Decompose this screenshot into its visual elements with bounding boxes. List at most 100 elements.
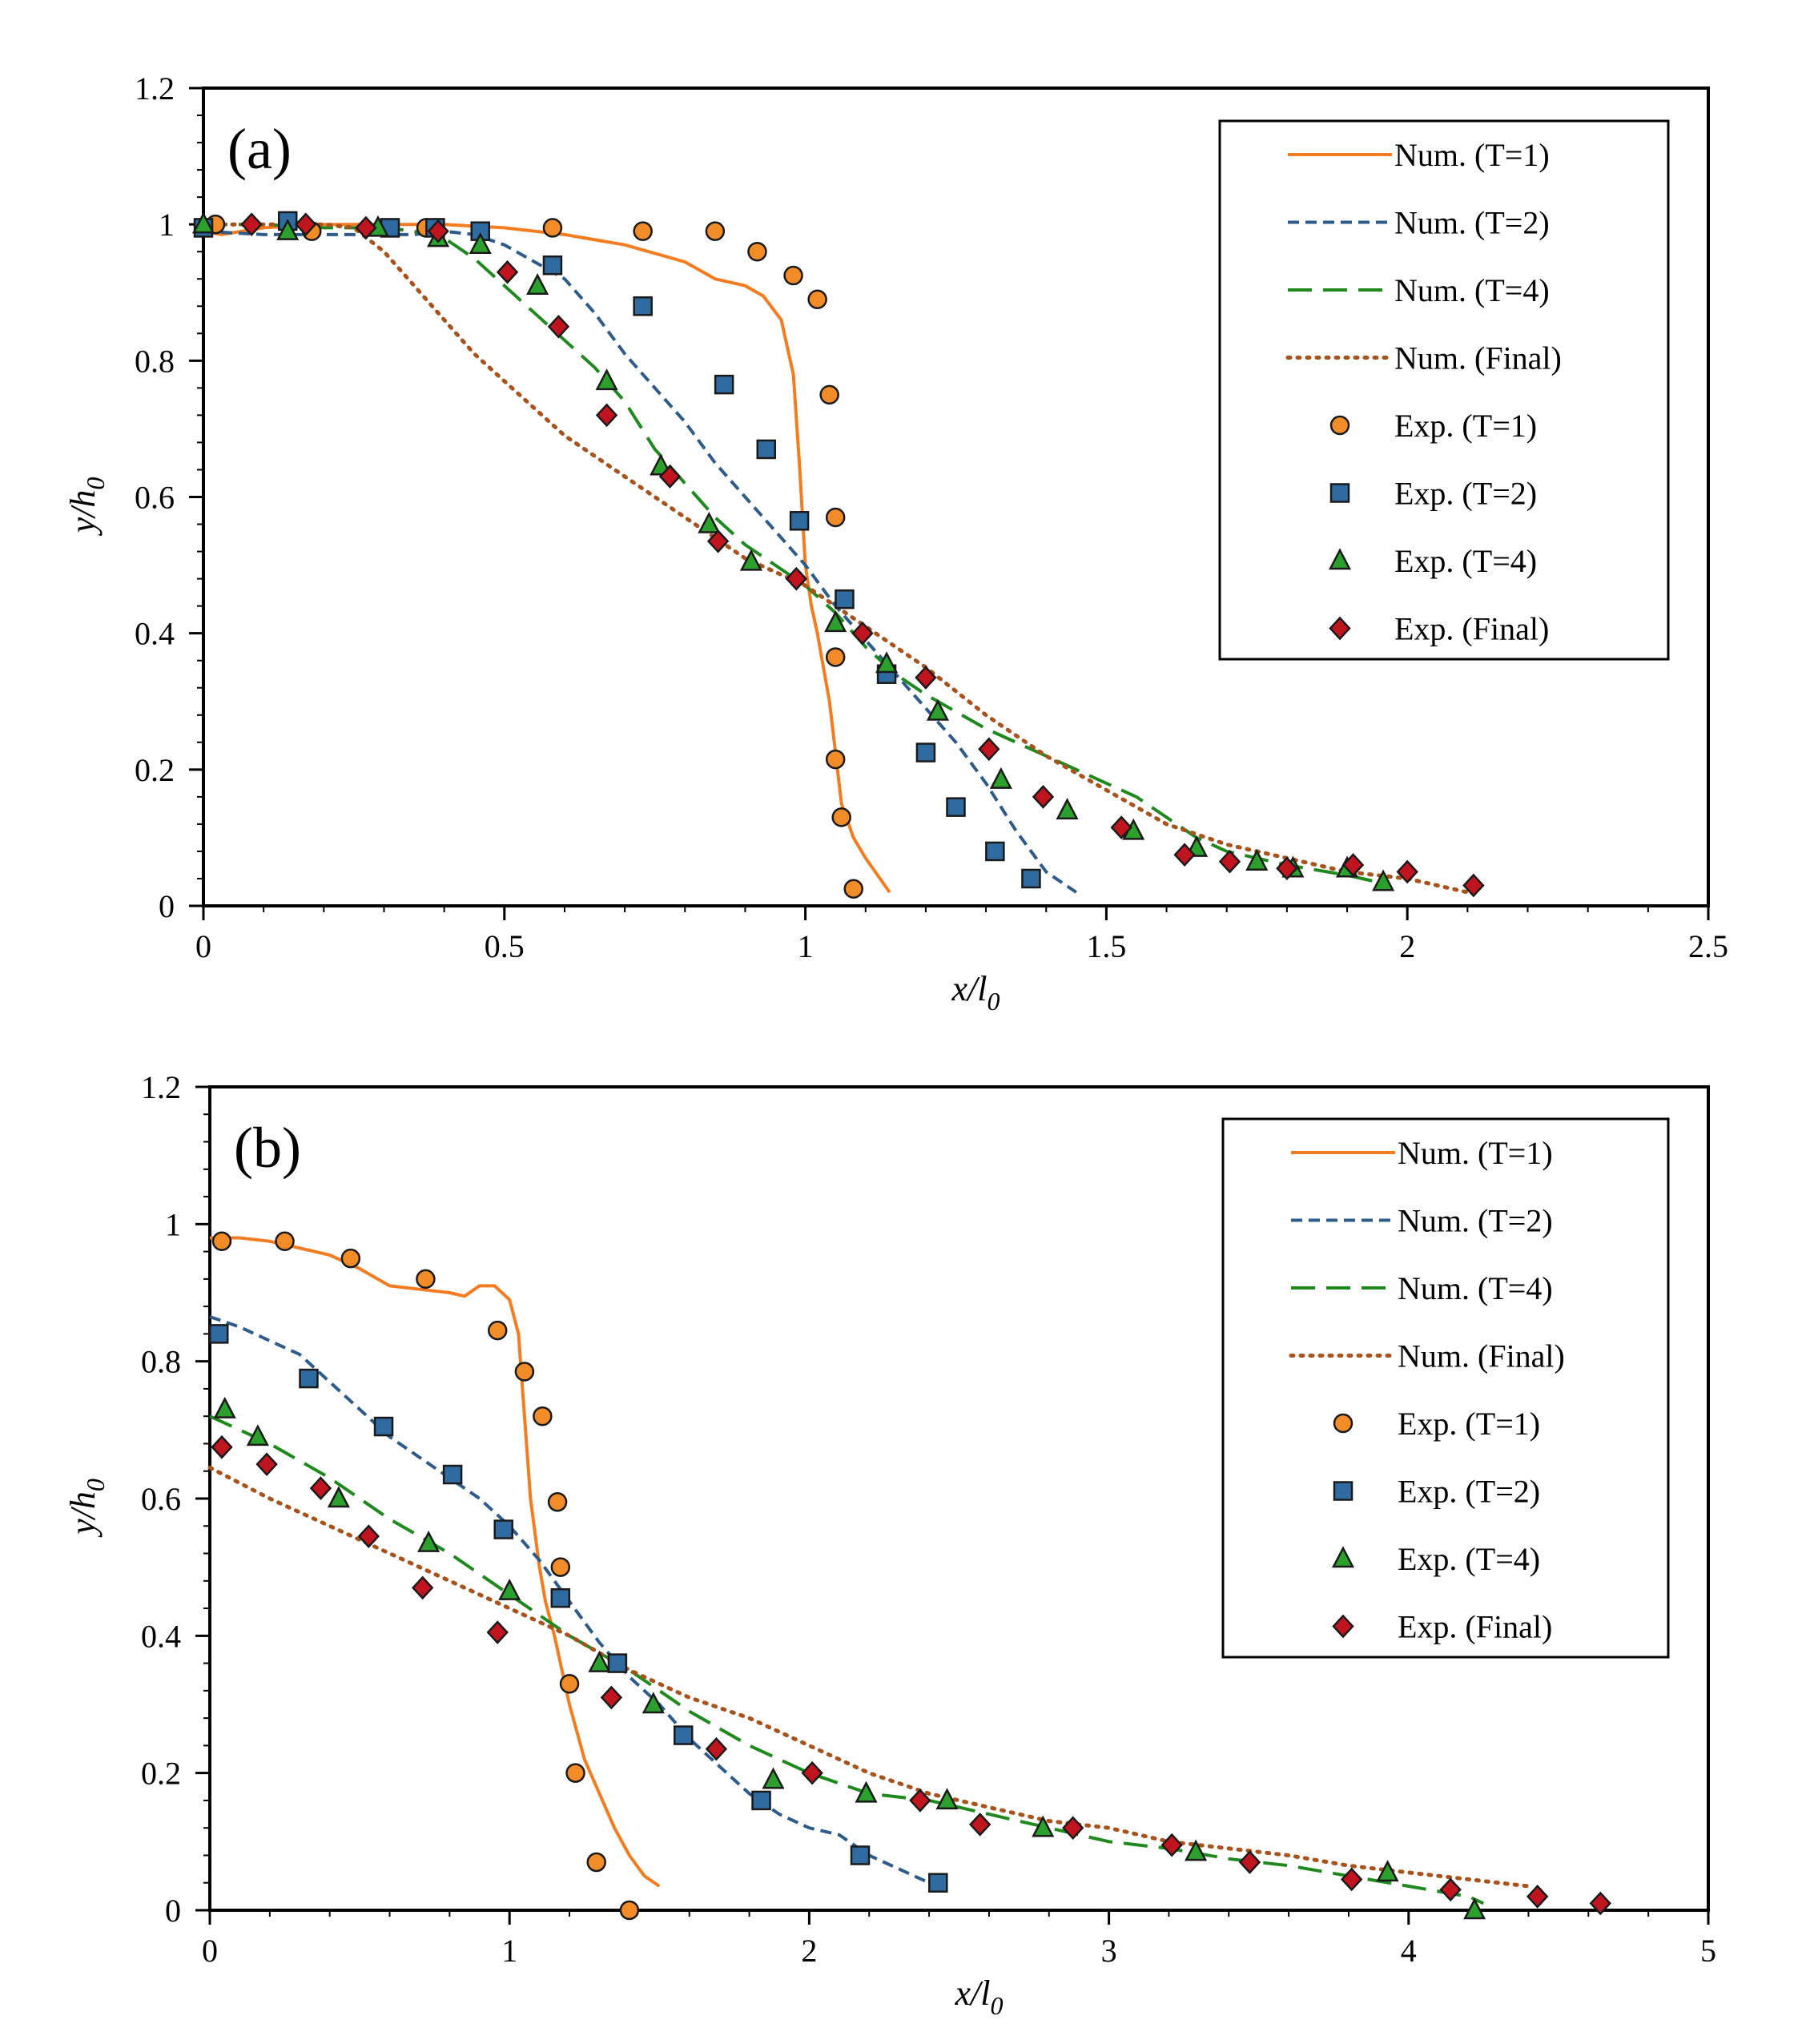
data-point-exp_t1 [819,384,839,405]
data-point-exp_final [309,1476,332,1500]
data-point-exp_t4 [1056,798,1079,820]
series-line-t1 [210,1236,661,1888]
y-tick-label: 0.8 [135,343,175,379]
data-point-exp_t2 [756,439,776,460]
data-point-exp_final [909,1788,931,1813]
data-point-exp_t1 [843,879,863,899]
data-point-exp_t4 [824,610,847,633]
data-point-exp_t4 [1245,848,1269,871]
data-point-exp_t4 [926,698,950,721]
data-point-exp_final [357,1524,380,1548]
data-point-exp_t2 [208,1324,229,1344]
data-point-exp_final [1341,1867,1363,1892]
data-point-exp_final [785,566,808,591]
legend-label: Num. (Final) [1398,1338,1565,1374]
y-tick-label: 0.4 [135,616,175,652]
data-point-exp_t4 [1376,1860,1399,1882]
data-point-exp_t4 [1372,869,1395,891]
x-axis-title-subscript: 0 [990,1991,1003,2020]
x-axis-title-main: x/l [955,1974,991,2013]
legend-box [1218,119,1670,661]
legend-marker-exp_t4 [1328,548,1352,570]
y-tick-label: 0.6 [135,480,175,516]
data-point-exp_final [427,219,449,243]
y-tick-label: 1 [165,1206,181,1242]
data-point-exp_t1 [619,1900,640,1921]
data-point-exp_t4 [642,1692,665,1714]
data-point-exp_final [801,1760,823,1785]
data-point-exp_final [1238,1850,1261,1874]
chart-panel-a: 00.20.40.60.811.20 0.5 1 1.5 2 2.5x/l0y/h0(a)… [63,70,1728,1016]
data-point-exp_t1 [547,1492,568,1512]
data-point-exp_t2 [607,1653,628,1673]
data-point-exp_t2 [946,797,966,817]
data-point-exp_t2 [442,1464,463,1485]
data-point-exp_t1 [586,1852,606,1873]
legend-label: Exp. (T=4) [1394,543,1537,579]
data-point-exp_final [978,737,1000,762]
x-axis-title: x/l0 [955,1974,1004,2020]
data-point-exp_final [915,666,937,690]
data-point-exp_t2 [542,255,563,276]
legend-label: Num. (Final) [1394,340,1562,376]
data-point-exp_t2 [915,742,936,762]
data-point-exp_t2 [550,1587,571,1608]
x-tick-label: 4 [1401,1933,1417,1969]
y-tick-label: 1.2 [141,1069,181,1105]
data-point-exp_t2 [835,589,855,610]
data-point-exp_t1 [831,807,851,827]
legend-label: Exp. (Final) [1398,1609,1552,1645]
data-point-exp_final [547,314,570,339]
legend-marker-exp_final [1329,616,1351,641]
data-point-exp_t4 [935,1788,959,1810]
data-point-exp_final [355,215,377,240]
data-point-exp_t1 [533,1406,553,1426]
data-point-exp_t2 [751,1790,771,1811]
data-point-exp_final [1462,873,1485,898]
data-point-exp_t1 [807,289,827,310]
data-point-exp_t4 [595,368,618,391]
y-tick-label: 0 [165,1893,181,1929]
data-point-exp_final [658,465,682,489]
series-line-final [201,222,1470,895]
x-tick-label: 2 [1399,928,1415,964]
data-point-exp_final [1218,849,1241,874]
x-axis-title: x/l0 [951,969,1000,1016]
y-axis-title: y/h0 [63,1479,110,1538]
y-axis-title: y/h0 [63,477,110,537]
y-tick-label: 1 [159,207,175,243]
legend-marker-exp_t4 [1331,1546,1355,1568]
series-line-t2 [209,1315,944,1885]
data-point-exp_final [1276,856,1298,881]
data-point-exp_t2 [789,511,810,531]
legend-label: Exp. (T=2) [1394,476,1537,512]
data-point-exp_t4 [989,766,1012,789]
y-tick-label: 0.8 [141,1344,181,1380]
legend-label: Num. (T=1) [1398,1135,1553,1171]
data-point-exp_t4 [276,218,300,240]
data-point-exp_t4 [213,1396,236,1418]
legend-marker-exp_t2 [1333,1481,1353,1501]
data-point-exp_t2 [928,1873,948,1893]
x-tick-label: 2.5 [1688,928,1728,964]
data-point-exp_t2 [493,1519,513,1539]
data-point-exp_final [595,403,618,428]
data-point-exp_t1 [705,221,726,241]
data-point-exp_final [1110,815,1132,839]
data-point-exp_t4 [469,231,492,254]
data-point-exp_t1 [559,1674,580,1694]
data-point-exp_t4 [1032,1815,1055,1837]
data-point-exp_final [1173,843,1196,867]
data-point-exp_t4 [327,1486,350,1508]
data-point-exp_t4 [739,549,763,571]
legend-label: Exp. (T=1) [1394,408,1537,444]
data-point-exp_t2 [373,1416,394,1437]
data-point-exp_t4 [191,211,215,234]
data-point-exp_final [706,529,730,553]
x-axis-title-subscript: 0 [987,987,1000,1016]
data-point-exp_t2 [850,1845,871,1865]
data-point-exp_final [1526,1885,1549,1909]
data-point-exp_t1 [542,218,563,238]
series-line-t4 [203,223,1378,884]
data-point-exp_final [1032,785,1055,809]
